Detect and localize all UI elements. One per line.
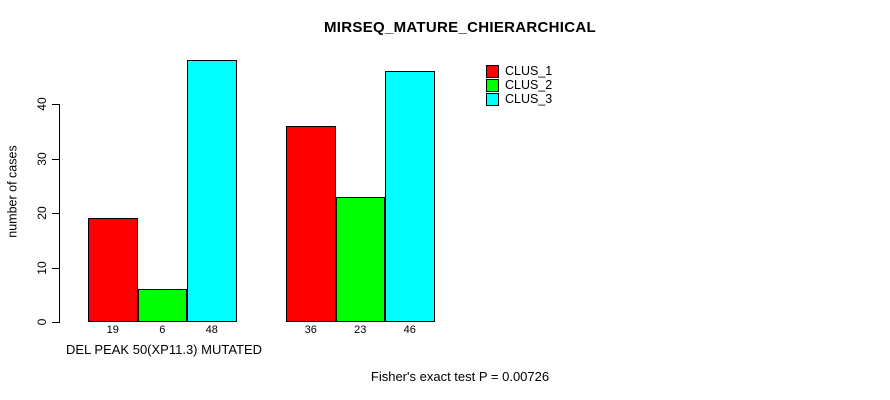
- legend-item-clus_1: CLUS_1: [486, 64, 552, 78]
- legend-swatch-icon: [486, 92, 499, 106]
- bar-clus_1: [88, 218, 138, 322]
- bar-clus_3: [385, 71, 435, 322]
- bar-value-label: 48: [205, 324, 218, 336]
- annotation-text: Fisher's exact test P = 0.00726: [370, 369, 550, 384]
- bar-clus_3: [187, 60, 237, 322]
- bar-value-label: 6: [159, 324, 166, 336]
- bar-value-label: 19: [106, 324, 119, 336]
- y-tick-label: 10: [35, 260, 49, 275]
- y-axis-line: [59, 104, 60, 323]
- legend-item-clus_3: CLUS_3: [486, 92, 552, 106]
- y-tick: [52, 213, 59, 214]
- y-tick-label: 40: [35, 97, 49, 111]
- y-tick-label: 30: [35, 151, 49, 166]
- legend: CLUS_1 CLUS_2 CLUS_3: [486, 64, 552, 106]
- legend-item-clus_2: CLUS_2: [486, 78, 552, 92]
- bar-clus_1: [286, 125, 336, 322]
- legend-label: CLUS_2: [505, 78, 553, 92]
- legend-label: CLUS_3: [505, 92, 553, 106]
- bar-value-label: 23: [354, 324, 367, 336]
- legend-swatch-icon: [486, 78, 499, 92]
- y-tick: [52, 267, 59, 269]
- bar-value-label: 36: [304, 324, 317, 336]
- y-tick: [52, 158, 59, 160]
- y-tick-label: 0: [35, 318, 49, 326]
- bar-clus_2: [137, 289, 187, 322]
- bar-clus_2: [335, 196, 385, 322]
- legend-label: CLUS_1: [505, 64, 553, 78]
- chart-title: MIRSEQ_MATURE_CHIERARCHICAL: [324, 19, 596, 36]
- y-tick-label: 20: [35, 206, 49, 220]
- legend-swatch-icon: [486, 64, 499, 78]
- y-tick: [52, 322, 59, 323]
- bar-value-label: 46: [403, 324, 416, 336]
- y-axis-label: number of cases: [5, 145, 20, 238]
- y-tick: [52, 104, 59, 105]
- x-axis-group-label: DEL PEAK 50(XP11.3) MUTATED: [66, 342, 263, 357]
